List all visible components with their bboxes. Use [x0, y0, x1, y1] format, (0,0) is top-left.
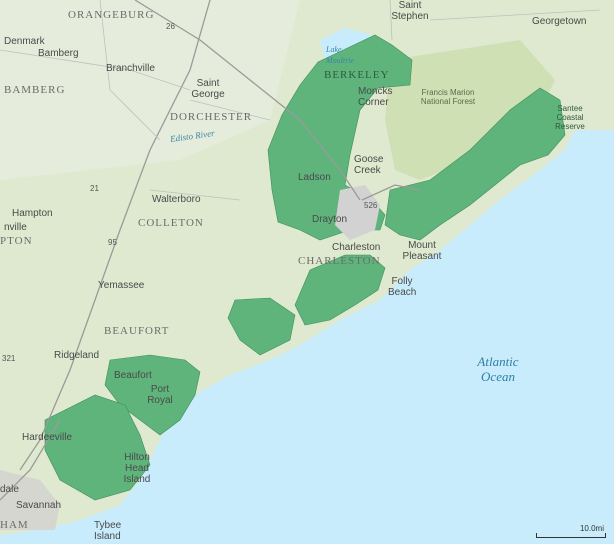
label-national-forest: Francis Marion National Forest: [420, 88, 476, 106]
label-atlantic-ocean: Atlantic Ocean: [477, 354, 519, 384]
label-beaufort-city: Beaufort: [114, 370, 152, 381]
charleston-urban: [335, 185, 380, 240]
label-hampton-county: PTON: [0, 235, 33, 247]
label-ridgeland: Ridgeland: [54, 350, 100, 361]
label-mount-pleasant: Mount Pleasant: [402, 240, 442, 262]
shield-i526: 526: [364, 201, 378, 210]
label-denmark: Denmark: [4, 36, 45, 47]
label-orangeburg: ORANGEBURG: [68, 9, 155, 21]
label-savannah: Savannah: [16, 500, 62, 511]
label-port-royal: Port Royal: [147, 384, 173, 406]
label-hardeeville: Hardeeville: [22, 432, 73, 443]
scale-bar: 10.0mi: [536, 524, 606, 538]
minor-roads: [0, 0, 601, 201]
shield-i26: 26: [166, 22, 175, 31]
label-beaufort-county: BEAUFORT: [104, 325, 170, 337]
scale-bar-line: [536, 533, 606, 538]
label-yemassee: Yemassee: [98, 280, 145, 291]
label-lake-moultrie: Lake Moultrie: [326, 45, 354, 65]
label-colleton: COLLETON: [138, 217, 204, 229]
label-ham: HAM: [0, 519, 29, 531]
label-folly-beach: Folly Beach: [388, 276, 417, 298]
label-ladson: Ladson: [298, 172, 331, 183]
label-moncks-corner: Moncks Corner: [358, 86, 393, 108]
label-bamberg-city: Bamberg: [38, 48, 79, 59]
shield-us21: 21: [90, 184, 99, 193]
scale-bar-label: 10.0mi: [579, 524, 604, 533]
label-dorchester: DORCHESTER: [170, 111, 253, 123]
label-charleston-city: Charleston: [332, 242, 381, 253]
label-walterboro: Walterboro: [152, 194, 201, 205]
label-bamberg-county: BAMBERG: [4, 84, 66, 96]
label-nville: nville: [4, 222, 27, 233]
label-charleston-county: CHARLESTON: [298, 255, 381, 267]
label-hilton-head: Hilton Head Island: [123, 452, 151, 485]
label-georgetown: Georgetown: [532, 16, 587, 27]
label-saint-george: Saint George: [191, 78, 225, 100]
label-saint-stephen: Saint Stephen: [391, 0, 429, 22]
label-branchville: Branchville: [106, 63, 155, 74]
label-tybee: Tybee Island: [94, 520, 122, 542]
label-goose-creek: Goose Creek: [354, 154, 384, 176]
label-drayton: Drayton: [312, 214, 348, 225]
district-shape[interactable]: [44, 34, 566, 501]
label-coastal-reserve: Santee Coastal Reserve: [555, 104, 585, 131]
shield-i95: 95: [108, 238, 117, 247]
label-berkeley: BERKELEY: [324, 69, 390, 81]
label-dale: dale: [0, 484, 19, 495]
label-hampton: Hampton: [12, 208, 53, 219]
shield-us321: 321: [2, 354, 16, 363]
highways: [0, 0, 421, 501]
upland-tint: [0, 0, 300, 180]
ocean-area: [0, 130, 614, 544]
national-forest-area: [385, 40, 555, 180]
